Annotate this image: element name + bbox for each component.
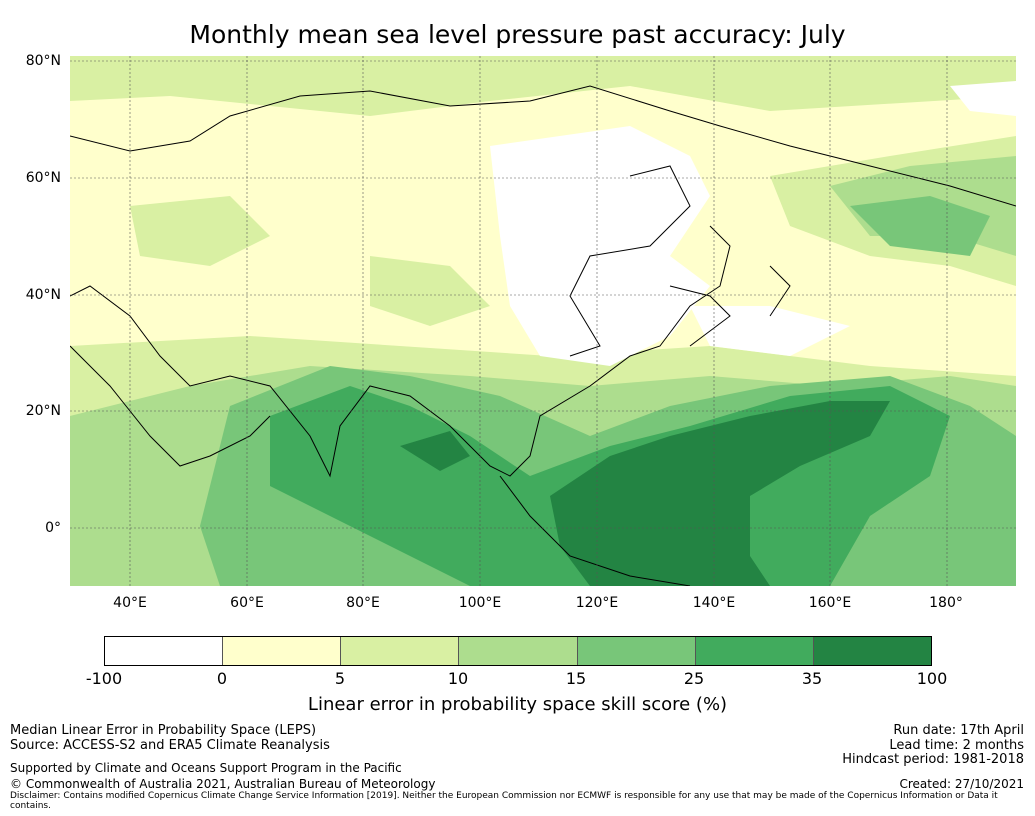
footer-support: Supported by Climate and Oceans Support … — [10, 761, 402, 775]
footer-disclaimer: Disclaimer: Contains modified Copernicus… — [10, 791, 998, 811]
colorbar-segment — [223, 637, 342, 665]
colorbar-tick: 0 — [216, 669, 228, 688]
map-title: Monthly mean sea level pressure past acc… — [189, 20, 846, 49]
lon-label-140e: 140°E — [692, 595, 736, 611]
lat-label-20n: 20°N — [25, 403, 61, 419]
lat-label-40n: 40°N — [25, 287, 61, 303]
lon-label-120e: 120°E — [575, 595, 619, 611]
colorbar-tick: 10 — [447, 669, 469, 688]
footer-created: Created: 27/10/2021 — [899, 777, 1024, 791]
colorbar-segment — [459, 637, 578, 665]
colorbar-tick: 100 — [916, 669, 948, 688]
lon-label-40e: 40°E — [113, 595, 147, 611]
lon-label-100e: 100°E — [458, 595, 502, 611]
colorbar-tick: -100 — [85, 669, 123, 688]
colorbar-label: Linear error in probability space skill … — [307, 694, 728, 715]
colorbar-tick: 35 — [801, 669, 823, 688]
footer-copyright: © Commonwealth of Australia 2021, Austra… — [10, 777, 436, 791]
footer-method: Median Linear Error in Probability Space… — [10, 723, 317, 738]
colorbar-segment — [105, 637, 224, 665]
lon-label-60e: 60°E — [230, 595, 264, 611]
lon-label-160e: 160°E — [808, 595, 852, 611]
lat-label-0: 0° — [45, 520, 61, 536]
colorbar — [104, 636, 932, 666]
colorbar-tick: 15 — [565, 669, 587, 688]
footer-source: Source: ACCESS-S2 and ERA5 Climate Reana… — [10, 738, 330, 753]
colorbar-segment — [341, 637, 460, 665]
colorbar-segment — [577, 637, 696, 665]
skill-score-map — [70, 56, 1016, 586]
colorbar-tick: 25 — [683, 669, 705, 688]
colorbar-segment — [695, 637, 814, 665]
colorbar-tick: 5 — [334, 669, 346, 688]
lon-label-80e: 80°E — [346, 595, 380, 611]
colorbar-segment — [813, 637, 931, 665]
lat-label-60n: 60°N — [25, 170, 61, 186]
footer-lead-time: Lead time: 2 months — [889, 738, 1024, 753]
lon-label-180: 180° — [929, 595, 963, 611]
footer-run-date: Run date: 17th April — [893, 723, 1024, 738]
lat-label-80n: 80°N — [25, 53, 61, 69]
footer-hindcast: Hindcast period: 1981-2018 — [842, 752, 1024, 767]
